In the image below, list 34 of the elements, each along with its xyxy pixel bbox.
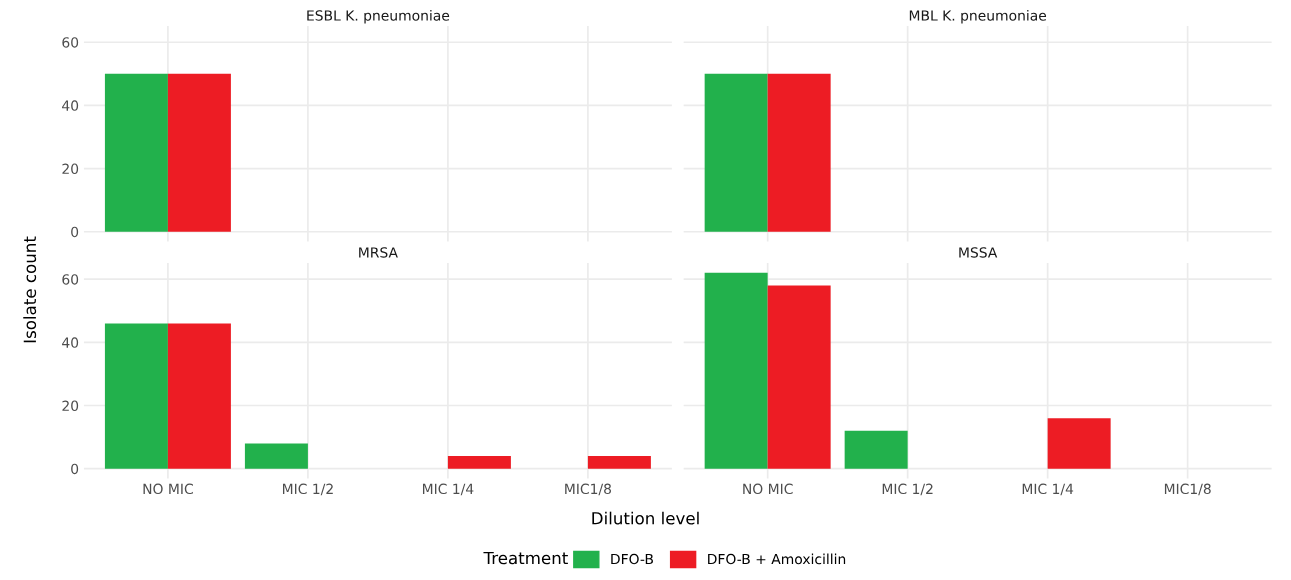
- y-tick-label: 20: [62, 163, 79, 175]
- x-tick-label: MIC1/8: [1164, 483, 1211, 496]
- legend-label: DFO-B: [611, 553, 653, 565]
- legend-title: Treatment: [483, 551, 568, 565]
- x-tick-label: MIC1/8: [565, 483, 612, 496]
- bar: [1047, 418, 1111, 469]
- x-tick-label: MIC 1/4: [422, 483, 474, 496]
- bar: [587, 456, 651, 469]
- x-tick-label: NO MIC: [743, 483, 793, 495]
- y-tick-label: 40: [62, 100, 79, 111]
- y-tick-label: 0: [71, 226, 79, 238]
- bar: [767, 285, 831, 469]
- bar: [844, 430, 908, 469]
- x-tick-label: MIC 1/4: [1022, 483, 1074, 496]
- y-axis-title: Isolate count: [23, 236, 37, 343]
- y-tick-label: 20: [62, 400, 79, 412]
- x-axis-title: Dilution level: [592, 511, 699, 525]
- y-tick-label: 60: [62, 274, 79, 285]
- x-tick-label: NO MIC: [143, 483, 193, 495]
- legend-label: DFO-B + Amoxicillin: [708, 553, 846, 565]
- bar: [704, 272, 768, 469]
- chart-title: MSSA: [959, 247, 998, 258]
- y-tick-label: 0: [71, 463, 79, 475]
- chart-title: ESBL K. pneumoniae: [307, 9, 450, 24]
- x-tick-label: MIC 1/2: [283, 483, 333, 496]
- bar: [104, 323, 168, 469]
- x-tick-label: MIC 1/2: [882, 483, 933, 496]
- y-tick-label: 40: [62, 337, 79, 348]
- bar: [447, 456, 511, 469]
- bar: [244, 443, 308, 469]
- bar: [167, 323, 231, 469]
- y-tick-label: 60: [62, 37, 79, 48]
- chart-title: MRSA: [359, 247, 398, 258]
- chart-title: MBL K. pneumoniae: [909, 9, 1047, 24]
